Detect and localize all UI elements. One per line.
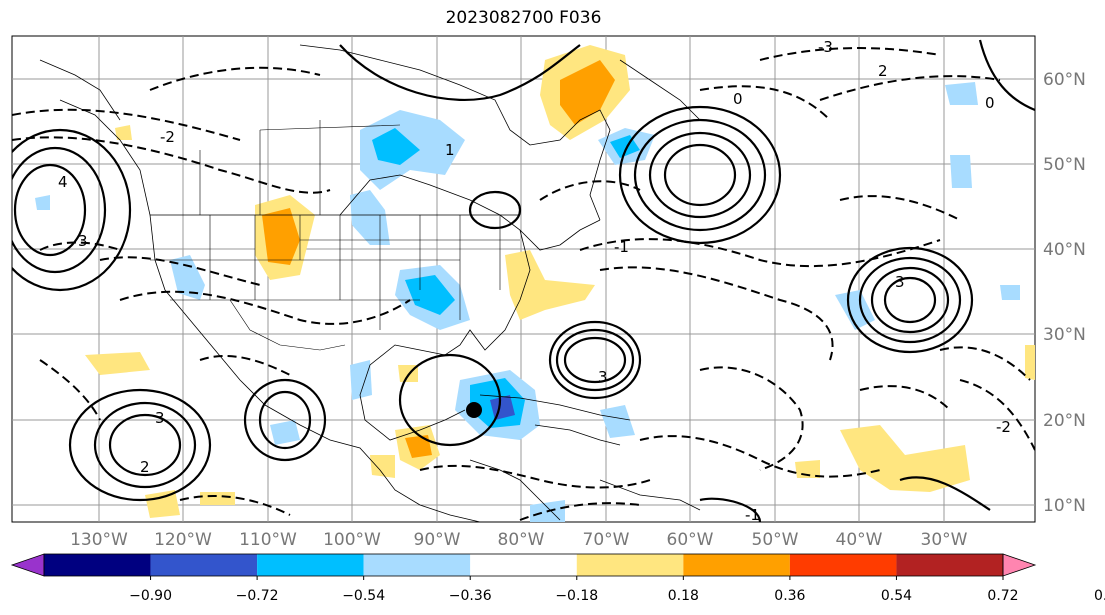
contour-label: 3 [895,273,905,291]
political-borders [150,120,520,351]
latitude-labels: 60°N 50°N 40°N 30°N 20°N 10°N [1043,70,1086,516]
contour-labels: 4 3 3 2 1 3 0 2 -1 3 -3 -2 0 -1 -2 [58,38,1011,524]
colorbar-segment [789,554,897,576]
contour-label: -3 [818,38,833,56]
colorbar-tick-label: 0.18 [668,588,699,604]
colorbar [10,553,1037,577]
lat-label: 50°N [1043,155,1086,175]
colorbar-segment [896,554,1003,576]
colorbar-segment [363,554,471,576]
colorbar-extend-min [10,553,45,577]
contour-label: 3 [598,368,608,386]
lon-label: 60°W [667,530,714,550]
lon-label: 110°W [239,530,297,550]
lon-label: 50°W [752,530,799,550]
lat-label: 10°N [1043,496,1086,516]
lon-label: 30°W [921,530,968,550]
colorbar-tick-label: 0.90 [1094,588,1105,604]
colorbar-extend-max [1002,553,1037,577]
colorbar-segment [576,554,684,576]
lat-label: 40°N [1043,240,1086,260]
colorbar-segment [257,554,364,576]
contour-label: -2 [160,128,175,146]
colorbar-tick-label: −0.90 [129,588,172,604]
colorbar-outline [43,553,1004,577]
contour-label: 2 [140,458,150,476]
colorbar-tick-label: −0.18 [555,588,598,604]
colorbar-segment [683,554,790,576]
contour-label: 0 [733,90,743,108]
colorbar-tick-label: −0.72 [236,588,279,604]
colorbar-tick-label: −0.36 [449,588,492,604]
colorbar-tick-labels: −0.90 −0.72 −0.54 −0.36 −0.18 0.18 0.36 0.54 0.7… [129,576,1105,604]
contour-label: 3 [78,232,88,250]
lon-label: 100°W [323,530,381,550]
colorbar-tick-label: 0.54 [881,588,912,604]
contour-label: -2 [996,418,1011,436]
storm-center-marker [466,402,482,418]
colorbar-segment [470,554,577,576]
colorbar-tick-label: −0.54 [342,588,385,604]
map-title: 2023082700 F036 [445,8,602,28]
dashed-contours [12,47,1035,521]
contour-label: 2 [878,62,888,80]
shaded-anomalies [35,45,1035,522]
colorbar-tick-label: 0.72 [987,588,1018,604]
lon-label: 40°W [836,530,883,550]
lat-label: 20°N [1043,411,1086,431]
colorbar-segment [150,554,258,576]
lon-label: 80°W [498,530,545,550]
lon-label: 120°W [154,530,212,550]
contour-label: -1 [745,506,760,524]
contour-label: 3 [155,409,165,427]
colorbar-tick-label: 0.36 [774,588,805,604]
longitude-labels: 130°W 120°W 110°W 100°W 90°W 80°W 70°W 6… [70,530,968,550]
lon-label: 90°W [414,530,461,550]
lat-label: 30°N [1043,325,1086,345]
lat-label: 60°N [1043,70,1086,90]
colorbar-segment [44,554,151,576]
contour-label: 1 [445,141,455,159]
lon-label: 70°W [583,530,630,550]
contour-label: 4 [58,173,68,191]
solid-contours [12,39,1035,522]
contour-label: 0 [985,94,995,112]
contour-label: -1 [614,238,629,256]
lon-label: 130°W [70,530,128,550]
